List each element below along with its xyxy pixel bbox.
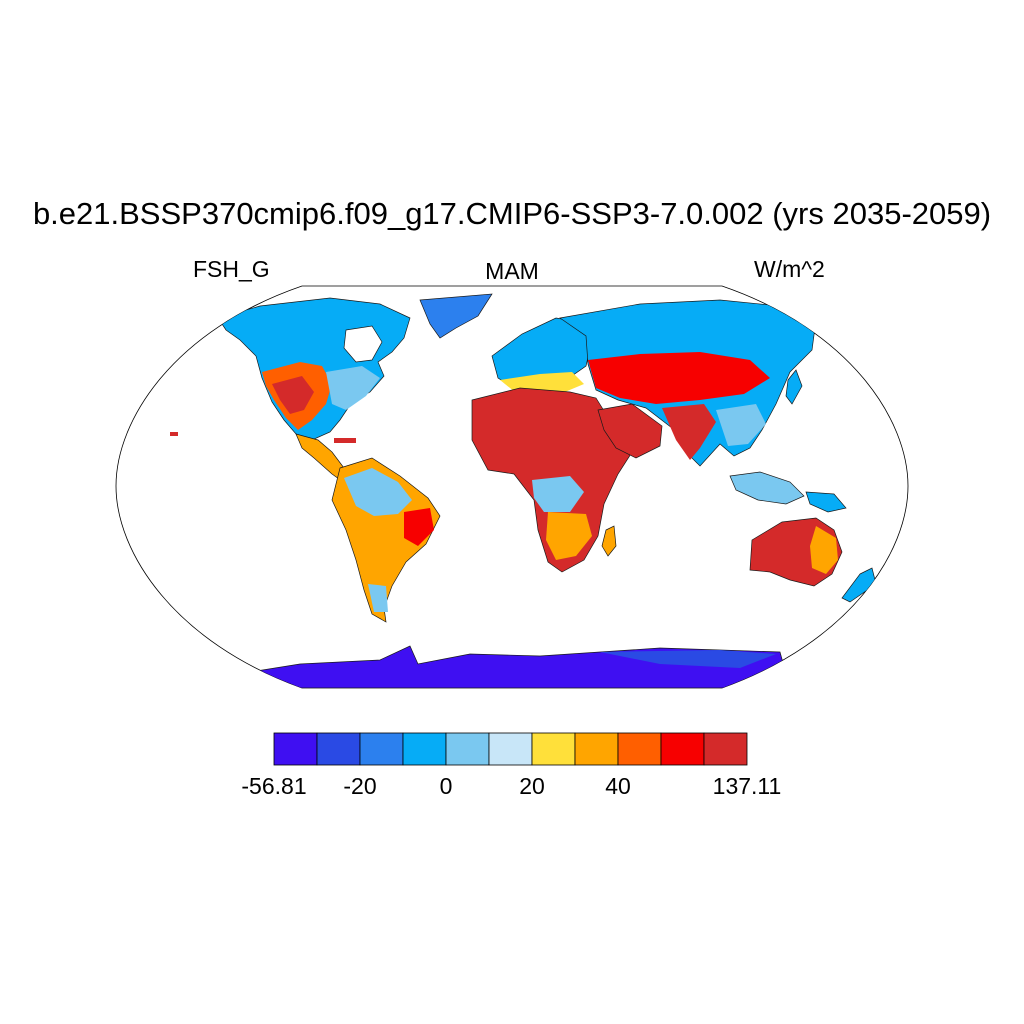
southeast-asia-islands: [729, 471, 805, 505]
season-label: MAM: [485, 258, 539, 284]
north-america-hot-core: [272, 376, 314, 414]
units-label: W/m^2: [754, 256, 825, 282]
colorbar-tick-label: -56.81: [241, 773, 306, 799]
madagascar-land: [601, 525, 617, 557]
patagonia: [368, 584, 388, 612]
colorbar-tick-label: 0: [440, 773, 453, 799]
colorbar-tick-label: 40: [605, 773, 631, 799]
south-america-hot: [404, 508, 434, 546]
southern-africa-warm: [546, 512, 592, 560]
colorbar-swatch: [660, 732, 705, 766]
central-asia-hot: [588, 352, 770, 404]
hawaii-island: [170, 432, 178, 436]
colorbar-swatch: [531, 732, 576, 766]
antarctica-coast: [600, 650, 776, 668]
east-asia: [716, 404, 766, 446]
greenland-land: [419, 293, 493, 339]
colorbar-swatch: [488, 732, 533, 766]
colorbar-tick-label: 20: [519, 773, 545, 799]
colorbar-swatch: [574, 732, 619, 766]
colorbar: -56.81 -20 0 20 40 137.11: [241, 732, 782, 799]
colorbar-swatch: [445, 732, 490, 766]
north-america-east: [326, 366, 380, 410]
caribbean-islands: [334, 438, 356, 443]
hudson-bay: [343, 325, 383, 363]
colorbar-swatch: [703, 732, 748, 766]
central-africa: [532, 476, 584, 512]
variable-name-label: FSH_G: [193, 256, 270, 282]
colorbar-swatch: [359, 732, 404, 766]
india-hot: [662, 404, 716, 460]
colorbar-tick-label: -20: [343, 773, 376, 799]
papua: [805, 491, 847, 513]
new-zealand-land: [841, 567, 877, 603]
amazon-region: [344, 468, 412, 516]
colorbar-swatch: [402, 732, 447, 766]
colorbar-swatch: [273, 732, 318, 766]
plot-title: b.e21.BSSP370cmip6.f09_g17.CMIP6-SSP3-7.…: [32, 196, 992, 231]
colorbar-swatch: [316, 732, 361, 766]
colorbar-swatch: [617, 732, 662, 766]
australia-east: [810, 526, 838, 574]
japan-land: [785, 369, 803, 405]
arabia-land: [597, 403, 663, 459]
colorbar-tick-label: 137.11: [713, 773, 782, 799]
